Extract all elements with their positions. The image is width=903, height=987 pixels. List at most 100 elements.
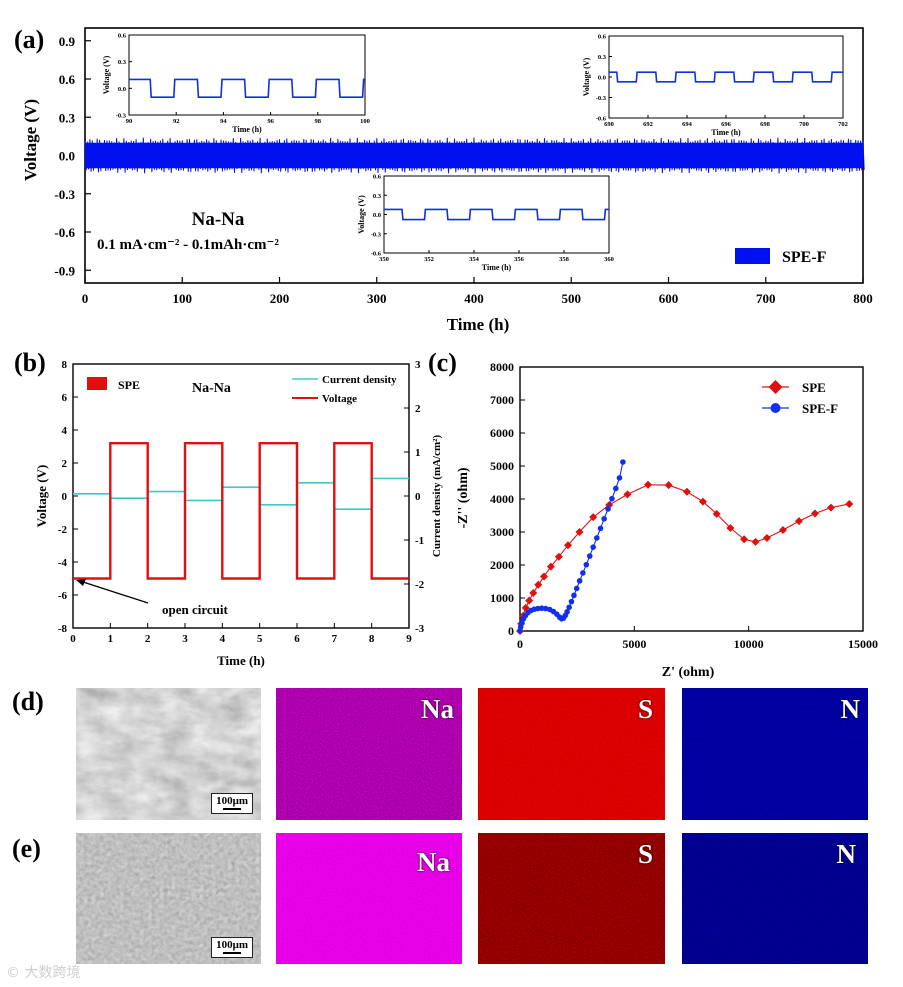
b-xtick-label: 9 [406, 633, 412, 645]
c-ytick-label: 8000 [490, 360, 514, 374]
a-inset-trace [129, 78, 365, 98]
a-inset-ytick-label: 0.6 [373, 174, 382, 181]
watermark-text: 大数跨境 [24, 965, 81, 981]
a-inset-xtick-label: 702 [838, 121, 848, 128]
b-ytick-label: -4 [58, 557, 68, 569]
a-ytick-label: 0.6 [59, 72, 76, 87]
a-inset-xtick-label: 100 [360, 118, 370, 125]
c-point-spe-f [597, 525, 604, 532]
panel-a-ylabel: Voltage (V) [21, 99, 40, 181]
a-inset-2: 690 692 694 696 698 700 702 0.6 0.3 0.0 -0.3 -0.6 Ti… [582, 34, 848, 138]
b-voltage-line [73, 442, 409, 580]
a-inset-xtick-label: 98 [315, 118, 322, 125]
eds-map-s-d: S [478, 688, 665, 820]
c-point-spe-f [605, 506, 611, 512]
a-cycling-trace [84, 137, 865, 174]
c-ytick-label: 1000 [490, 591, 514, 605]
b-ytick-label: 4 [62, 425, 68, 437]
c-xtick-label: 5000 [622, 637, 646, 651]
panel-a-legend-swatch [735, 248, 770, 264]
eds-map-na-e: Na [276, 833, 462, 964]
b-xtick-label: 6 [294, 633, 300, 645]
c-point-spe-f [613, 485, 619, 492]
c-point-spe [698, 497, 707, 506]
a-inset-ytick-label: -0.6 [596, 116, 607, 123]
a-inset-xtick-label: 690 [604, 121, 614, 128]
b-xtick-label: 0 [70, 633, 76, 645]
c-point-spe-f [573, 585, 580, 592]
a-xtick-label: 300 [367, 291, 387, 306]
a-ytick-label: 0.9 [59, 34, 76, 49]
c-point-spe-f [586, 553, 593, 559]
c-point-spe [740, 535, 749, 544]
watermark: © 大数跨境 [6, 962, 80, 982]
c-point-spe-f [620, 459, 626, 465]
panel-b-xlabel: Time (h) [217, 653, 265, 668]
a-inset-xtick-label: 356 [514, 256, 525, 263]
c-point-spe [540, 572, 549, 581]
a-inset-ytick-label: 0.3 [598, 54, 607, 61]
c-point-spe [826, 503, 835, 512]
c-point-spe [712, 509, 721, 518]
a-inset-frame [128, 34, 366, 116]
eds-label-na-d: Na [421, 694, 454, 724]
a-inset-xtick-label: 92 [173, 118, 180, 125]
c-point-spe [564, 541, 573, 550]
a-inset-xtick-label: 360 [604, 256, 614, 263]
a-xtick-label: 500 [562, 291, 582, 306]
a-inset-ytick-label: 0.6 [118, 33, 127, 40]
b-xtick-label: 3 [182, 633, 188, 645]
a-inset-trace [384, 208, 609, 221]
a-inset-frame [608, 35, 844, 119]
panel-label-d: (d) [12, 687, 44, 716]
c-point-spe [794, 517, 803, 526]
panel-b-ylabel: Voltage (V) [34, 465, 49, 528]
c-ytick-label: 6000 [490, 426, 514, 440]
b-ytick-label: 2 [62, 458, 68, 470]
a-ytick-label: -0.9 [54, 263, 75, 278]
a-inset-ylabel: Voltage (V) [357, 195, 366, 234]
a-inset-xtick-label: 696 [721, 121, 732, 128]
c-point-spe [575, 528, 584, 536]
a-inset-ytick-label: -0.3 [116, 113, 127, 120]
a-inset-xlabel: Time (h) [711, 128, 741, 137]
c-point-spe [623, 490, 632, 499]
a-inset-frame [383, 175, 610, 254]
a-xtick-label: 400 [464, 291, 484, 306]
a-xtick-label: 100 [173, 291, 193, 306]
b-ytick-label: -6 [58, 590, 68, 602]
a-inset-xtick-label: 694 [682, 121, 693, 128]
panel-label-b: (b) [14, 348, 46, 377]
panel-b-legend-voltage: Voltage [322, 393, 357, 405]
c-xtick-label: 0 [517, 637, 523, 651]
b-y2tick-label: -3 [415, 623, 425, 635]
a-inset-xlabel: Time (h) [482, 263, 512, 272]
a-inset-0: 90 92 94 96 98 100 0.6 0.3 0.0 -0.3 Time (h) Voltag… [102, 33, 370, 135]
b-xtick-label: 8 [369, 633, 375, 645]
panel-b-arrow-head [76, 579, 86, 586]
c-point-spe-f [517, 624, 524, 630]
eds-map-na-d: Na [276, 688, 462, 820]
panel-label-e: (e) [12, 834, 41, 863]
c-point-spe [664, 481, 673, 490]
c-point-spe [525, 596, 534, 605]
panel-b-frame [72, 363, 410, 629]
c-ytick-label: 7000 [490, 393, 514, 407]
c-ytick-label: 3000 [490, 525, 514, 539]
a-inset-ytick-label: -0.6 [371, 251, 382, 258]
c-series-1 [517, 459, 626, 634]
c-point-spe-f [564, 609, 570, 615]
c-point-spe [762, 533, 771, 542]
b-ytick-label: 0 [62, 491, 68, 503]
a-inset-xtick-label: 354 [469, 256, 480, 263]
c-point-spe-f [583, 561, 590, 568]
c-point-spe [726, 524, 735, 533]
a-inset-xtick-label: 96 [267, 118, 274, 125]
panel-b-y2label: Current density (mA/cm²) [431, 435, 443, 558]
c-point-spe-f [580, 570, 586, 576]
a-inset-ytick-label: 0.0 [598, 75, 606, 82]
b-xtick-label: 4 [220, 633, 226, 645]
c-point-spe-f [601, 516, 607, 522]
a-inset-xtick-label: 358 [559, 256, 570, 263]
